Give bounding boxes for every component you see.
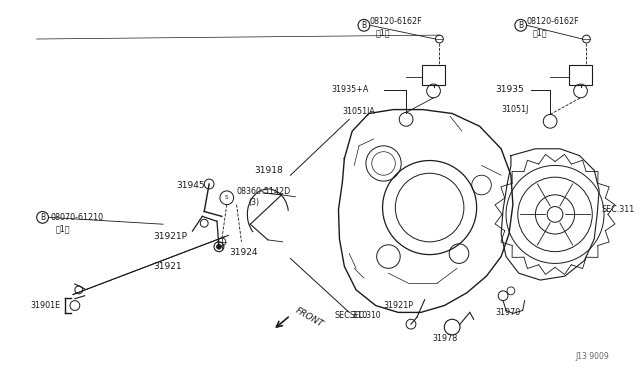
Text: 31921P: 31921P	[383, 301, 413, 310]
Text: 31978: 31978	[433, 334, 458, 343]
Text: FRONT: FRONT	[293, 305, 324, 329]
Bar	[569, 65, 592, 85]
Text: 08120-6162F: 08120-6162F	[370, 17, 422, 26]
Text: 31945: 31945	[176, 180, 204, 189]
Text: SEC.310: SEC.310	[335, 311, 368, 320]
Text: 31051JA: 31051JA	[342, 107, 375, 116]
Text: B: B	[40, 213, 45, 222]
Text: J13 9009: J13 9009	[575, 352, 609, 361]
Text: 31918: 31918	[254, 166, 283, 175]
Text: 08070-61210: 08070-61210	[51, 213, 104, 222]
Text: （1）: （1）	[532, 29, 547, 38]
Text: (3): (3)	[248, 198, 259, 207]
Text: SEC.310: SEC.310	[349, 311, 381, 320]
Text: （1）: （1）	[376, 29, 390, 38]
Text: 31901E: 31901E	[31, 301, 61, 310]
Text: 31935: 31935	[495, 86, 524, 94]
Text: 31924: 31924	[230, 248, 258, 257]
Circle shape	[216, 244, 221, 249]
Text: S: S	[225, 195, 228, 200]
Text: 31921P: 31921P	[153, 232, 188, 241]
Text: SEC.311: SEC.311	[601, 205, 634, 214]
Text: 31921: 31921	[153, 262, 182, 271]
Text: 31935+A: 31935+A	[332, 86, 369, 94]
Text: 31970: 31970	[495, 308, 520, 317]
Text: 31051J: 31051J	[501, 105, 529, 114]
Bar	[422, 65, 445, 85]
Text: B: B	[518, 21, 524, 30]
Text: 08120-6162F: 08120-6162F	[527, 17, 579, 26]
Text: 08360-5142D: 08360-5142D	[237, 187, 291, 196]
Text: B: B	[362, 21, 367, 30]
Text: （1）: （1）	[55, 225, 70, 234]
